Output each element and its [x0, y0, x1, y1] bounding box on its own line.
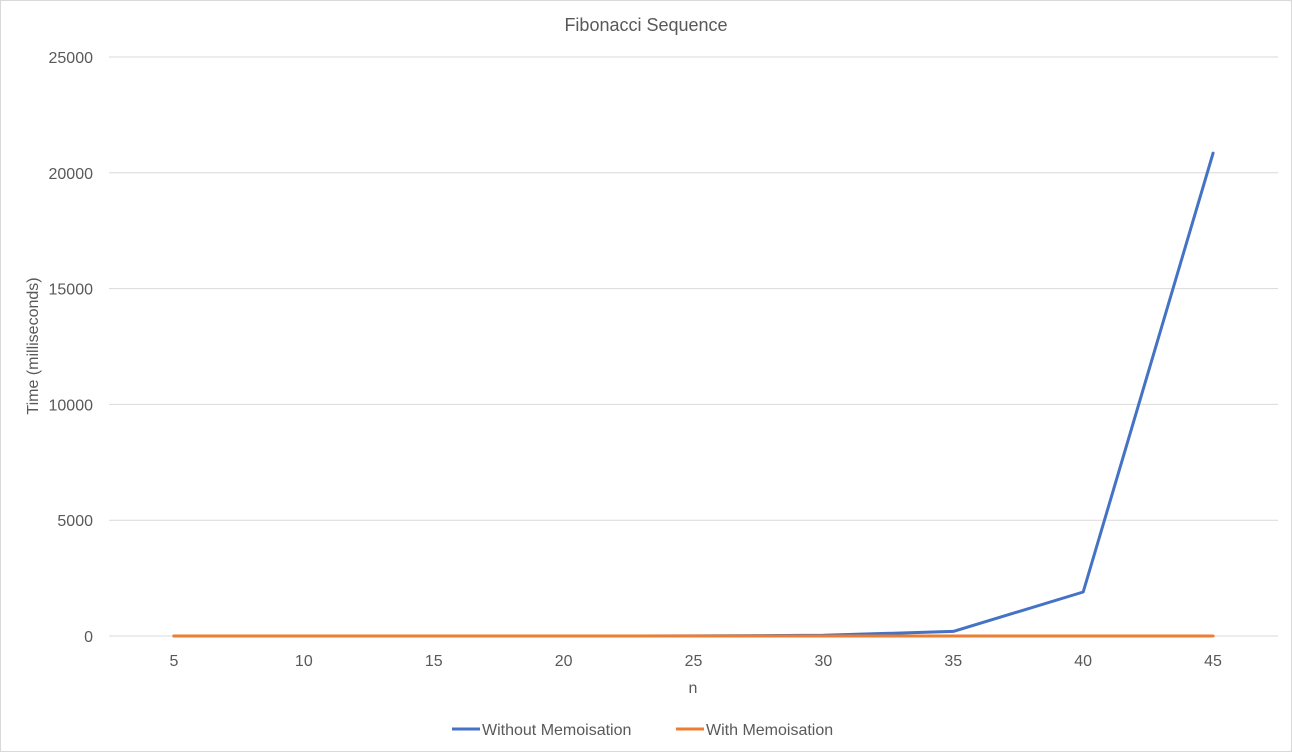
x-tick-label: 15 [425, 653, 443, 670]
series-line-without-memoisation [172, 151, 1215, 638]
y-tick-label: 15000 [49, 282, 94, 299]
x-tick-label: 25 [685, 653, 703, 670]
x-axis-ticks: 5 10 15 20 25 30 35 40 45 [169, 653, 1222, 670]
legend-label: With Memoisation [706, 722, 833, 739]
x-tick-label: 30 [814, 653, 832, 670]
y-axis-label: Time (milliseconds) [25, 277, 42, 414]
legend-label: Without Memoisation [482, 722, 631, 739]
x-tick-label: 20 [555, 653, 573, 670]
y-tick-label: 0 [84, 629, 93, 646]
x-tick-label: 45 [1204, 653, 1222, 670]
y-tick-label: 10000 [49, 397, 94, 414]
x-tick-label: 10 [295, 653, 313, 670]
x-tick-label: 40 [1074, 653, 1092, 670]
x-tick-label: 35 [944, 653, 962, 670]
gridlines [109, 56, 1278, 637]
series-lines [172, 151, 1215, 638]
legend: Without Memoisation With Memoisation [452, 722, 833, 739]
y-tick-label: 25000 [49, 50, 94, 67]
y-tick-label: 20000 [49, 166, 94, 183]
y-tick-label: 5000 [57, 513, 93, 530]
chart-title: Fibonacci Sequence [564, 15, 727, 35]
x-tick-label: 5 [169, 653, 178, 670]
y-axis-ticks: 0 5000 10000 15000 20000 25000 [49, 50, 94, 646]
x-axis-label: n [689, 680, 698, 697]
